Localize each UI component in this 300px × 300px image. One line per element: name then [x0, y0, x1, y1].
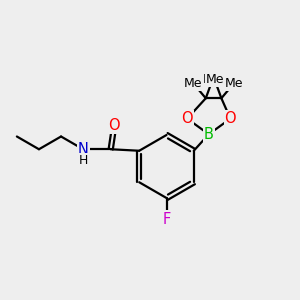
Text: H: H: [78, 154, 88, 167]
Text: Me: Me: [206, 74, 224, 86]
Text: O: O: [182, 111, 193, 126]
Text: O: O: [109, 118, 120, 133]
Text: Me: Me: [225, 77, 243, 90]
Text: F: F: [162, 212, 171, 226]
Text: B: B: [204, 127, 214, 142]
Text: N: N: [78, 142, 88, 157]
Text: Me: Me: [184, 77, 203, 90]
Text: O: O: [225, 111, 236, 126]
Text: Me: Me: [203, 74, 222, 86]
